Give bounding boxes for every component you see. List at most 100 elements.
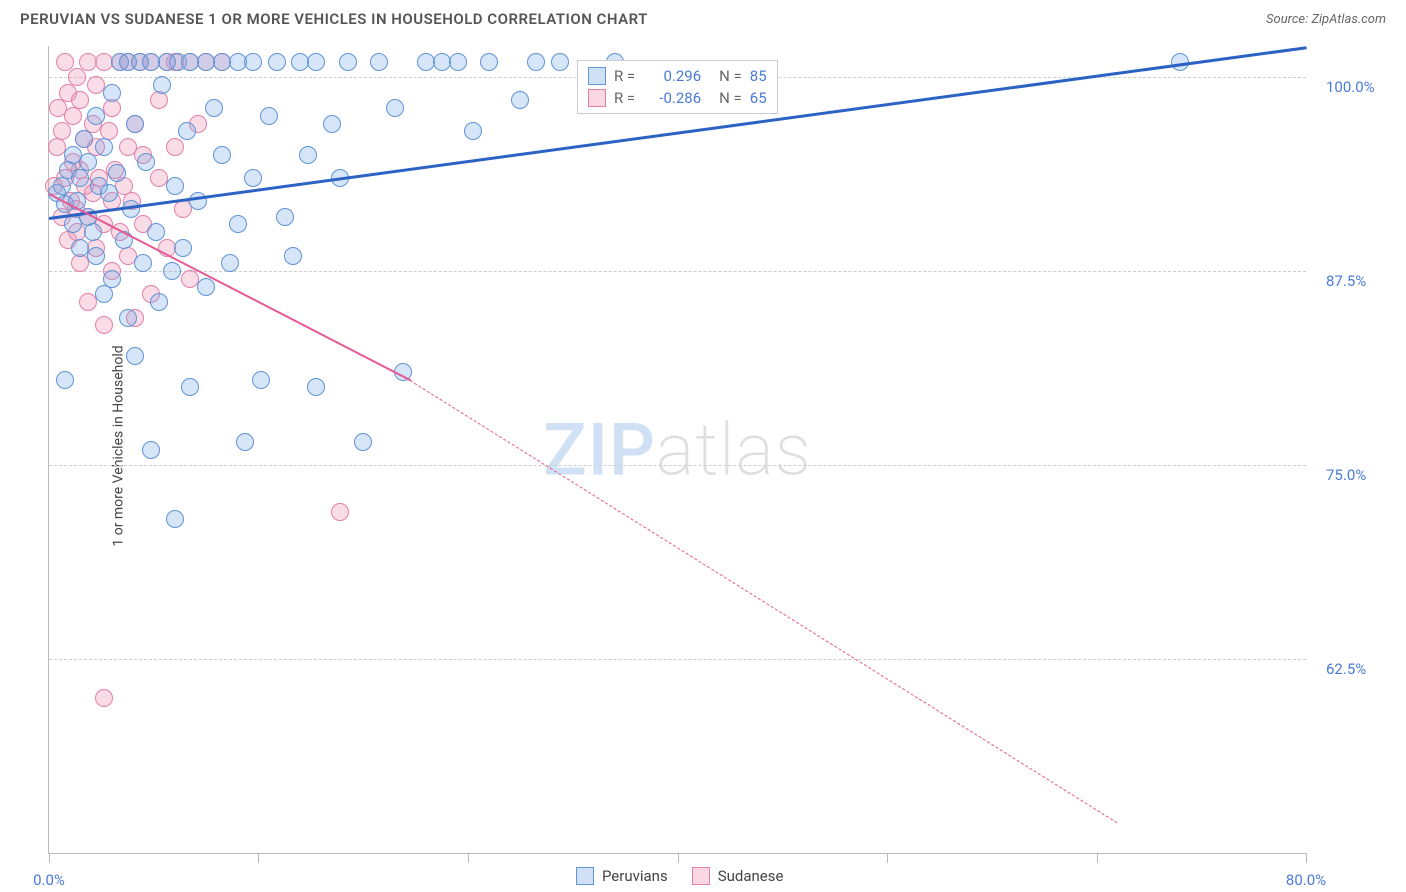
- data-point: [53, 122, 71, 140]
- r-value: 0.296: [643, 67, 701, 85]
- data-point: [126, 347, 144, 365]
- series-legend: Peruvians Sudanese: [576, 867, 784, 885]
- data-point: [197, 278, 215, 296]
- x-tick: [1306, 853, 1307, 863]
- x-tick-label: 80.0%: [1286, 871, 1326, 889]
- source-name: ZipAtlas.com: [1311, 12, 1386, 27]
- data-point: [174, 239, 192, 257]
- data-point: [119, 309, 137, 327]
- x-tick: [887, 853, 888, 863]
- legend-swatch: [588, 89, 606, 107]
- data-point: [150, 91, 168, 109]
- data-point: [150, 293, 168, 311]
- data-point: [71, 169, 89, 187]
- data-point: [53, 177, 71, 195]
- watermark-atlas: atlas: [656, 407, 812, 492]
- n-value: 65: [750, 89, 767, 107]
- source-label: Source:: [1266, 12, 1308, 27]
- data-point: [527, 53, 545, 71]
- data-point: [307, 53, 325, 71]
- x-tick: [678, 853, 679, 863]
- data-point: [153, 76, 171, 94]
- data-point: [75, 130, 93, 148]
- n-label: N =: [719, 89, 742, 107]
- data-point: [95, 689, 113, 707]
- gridline: [49, 659, 1306, 660]
- chart-header: PERUVIAN VS SUDANESE 1 OR MORE VEHICLES …: [0, 0, 1406, 34]
- data-point: [221, 254, 239, 272]
- r-label: R =: [614, 89, 635, 107]
- legend-label: Peruvians: [602, 867, 668, 885]
- data-point: [276, 208, 294, 226]
- data-point: [84, 223, 102, 241]
- legend-label: Sudanese: [718, 867, 784, 885]
- data-point: [100, 184, 118, 202]
- data-point: [480, 53, 498, 71]
- data-point: [147, 223, 165, 241]
- gridline: [49, 271, 1306, 272]
- data-point: [386, 99, 404, 117]
- data-point: [307, 378, 325, 396]
- data-point: [299, 146, 317, 164]
- legend-swatch: [692, 867, 710, 885]
- chart-title: PERUVIAN VS SUDANESE 1 OR MORE VEHICLES …: [20, 10, 648, 28]
- watermark-zip: ZIP: [543, 407, 656, 492]
- x-tick: [468, 853, 469, 863]
- y-tick-label: 62.5%: [1326, 660, 1366, 678]
- scatter-chart: ZIPatlas 62.5%75.0%87.5%100.0%0.0%80.0% …: [48, 46, 1306, 854]
- data-point: [354, 433, 372, 451]
- data-point: [166, 138, 184, 156]
- correlation-stats-legend: R =0.296N =85R =-0.286N =65: [577, 60, 778, 114]
- n-value: 85: [750, 67, 767, 85]
- legend-swatch: [588, 67, 606, 85]
- watermark: ZIPatlas: [543, 407, 812, 492]
- y-tick-label: 87.5%: [1326, 272, 1366, 290]
- data-point: [166, 177, 184, 195]
- data-point: [108, 164, 126, 182]
- data-point: [205, 99, 223, 117]
- data-point: [464, 122, 482, 140]
- data-point: [103, 84, 121, 102]
- data-point: [87, 107, 105, 125]
- data-point: [331, 503, 349, 521]
- data-point: [87, 247, 105, 265]
- data-point: [126, 115, 144, 133]
- data-point: [142, 441, 160, 459]
- data-point: [284, 247, 302, 265]
- n-label: N =: [719, 67, 742, 85]
- data-point: [268, 53, 286, 71]
- data-point: [213, 146, 231, 164]
- legend-swatch: [576, 867, 594, 885]
- data-point: [244, 53, 262, 71]
- data-point: [370, 53, 388, 71]
- y-tick-label: 75.0%: [1326, 466, 1366, 484]
- y-tick-label: 100.0%: [1326, 78, 1375, 96]
- stats-legend-row: R =-0.286N =65: [588, 87, 767, 109]
- x-tick: [49, 853, 50, 863]
- gridline: [49, 465, 1306, 466]
- x-tick: [1097, 853, 1098, 863]
- stats-legend-row: R = 0.296 N = 85: [588, 65, 767, 87]
- data-point: [79, 153, 97, 171]
- data-point: [166, 510, 184, 528]
- data-point: [56, 371, 74, 389]
- plot-area: ZIPatlas 62.5%75.0%87.5%100.0%0.0%80.0%: [49, 46, 1306, 853]
- data-point: [163, 262, 181, 280]
- chart-source: Source: ZipAtlas.com: [1266, 12, 1386, 27]
- data-point: [181, 378, 199, 396]
- data-point: [551, 53, 569, 71]
- data-point: [236, 433, 254, 451]
- data-point: [323, 115, 341, 133]
- legend-item: Peruvians: [576, 867, 668, 885]
- data-point: [449, 53, 467, 71]
- r-label: R =: [614, 67, 635, 85]
- data-point: [95, 285, 113, 303]
- data-point: [64, 107, 82, 125]
- legend-item: Sudanese: [692, 867, 784, 885]
- data-point: [339, 53, 357, 71]
- data-point: [95, 316, 113, 334]
- data-point: [511, 91, 529, 109]
- data-point: [68, 68, 86, 86]
- data-point: [229, 215, 247, 233]
- data-point: [134, 254, 152, 272]
